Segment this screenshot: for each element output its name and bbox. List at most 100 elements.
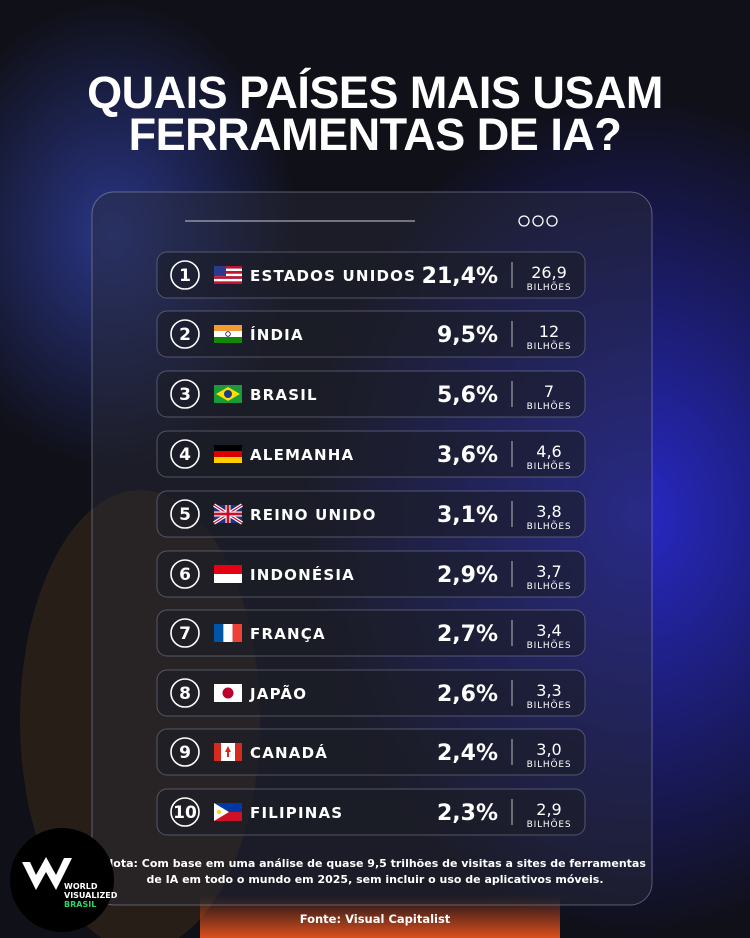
visits-unit: BILHÕES — [527, 639, 572, 651]
flag — [214, 624, 242, 642]
rank: 8 — [179, 684, 191, 704]
rank-badge — [170, 559, 200, 589]
share: 21,4% — [422, 264, 498, 289]
flag-part — [214, 451, 242, 457]
row-card — [156, 788, 586, 836]
rank-badge — [170, 678, 200, 708]
country: ESTADOS UNIDOS — [250, 267, 416, 285]
rank: 1 — [179, 266, 191, 286]
flag-part — [232, 624, 242, 642]
rank: 9 — [179, 743, 191, 763]
visits-unit: BILHÕES — [527, 340, 572, 352]
flag-part — [214, 271, 242, 274]
flag-part — [214, 276, 242, 279]
country: FILIPINAS — [250, 804, 343, 822]
flag-part — [223, 624, 233, 642]
visits: 26,9 — [531, 263, 567, 282]
dot — [546, 215, 558, 227]
logo-mark — [22, 857, 72, 890]
rank: 4 — [179, 445, 191, 465]
flag-part — [222, 687, 234, 699]
flag-part — [225, 746, 231, 757]
visits-unit: BILHÕES — [527, 580, 572, 592]
flag — [214, 385, 242, 403]
share: 2,9% — [437, 563, 498, 588]
visits-unit: BILHÕES — [527, 818, 572, 830]
rank-badge — [170, 379, 200, 409]
visits: 4,6 — [536, 442, 561, 461]
rank-badge — [170, 618, 200, 648]
logo-text: WORLD — [64, 882, 98, 891]
flag-part — [214, 574, 242, 583]
flag-part — [214, 803, 242, 812]
flag — [214, 743, 242, 761]
title-line: FERRAMENTAS DE IA? — [129, 109, 622, 160]
dot — [532, 215, 544, 227]
flag-part — [214, 278, 242, 282]
row-card — [156, 669, 586, 717]
rank: 6 — [179, 565, 191, 585]
panel — [91, 191, 653, 906]
flag-part — [214, 505, 242, 523]
country: BRASIL — [250, 386, 318, 404]
logo-badge — [10, 828, 114, 932]
flag — [214, 266, 242, 284]
flag-part — [224, 390, 232, 398]
country: CANADÁ — [250, 743, 328, 762]
rank: 3 — [179, 385, 191, 405]
row-card — [156, 609, 586, 657]
flag — [214, 445, 242, 463]
country: REINO UNIDO — [250, 506, 377, 524]
flag-part — [214, 281, 242, 284]
rank-badge — [170, 260, 200, 290]
flag-part — [214, 273, 242, 277]
flag — [214, 684, 242, 702]
visits: 2,9 — [536, 800, 561, 819]
row-card — [156, 550, 586, 598]
row-card — [156, 370, 586, 418]
dot — [518, 215, 530, 227]
flag-part — [214, 337, 242, 343]
country: JAPÃO — [249, 684, 307, 703]
share: 2,7% — [437, 622, 498, 647]
flag — [213, 503, 243, 525]
flag-part — [214, 624, 224, 642]
visits-unit: BILHÕES — [527, 699, 572, 711]
share: 5,6% — [437, 383, 498, 408]
flag-part — [214, 812, 242, 821]
flag-part — [214, 331, 242, 337]
background-glow — [200, 895, 560, 938]
flag-part — [214, 803, 229, 821]
country: ÍNDIA — [250, 325, 304, 344]
rank-badge — [170, 797, 200, 827]
row-card — [156, 490, 586, 538]
note-line: Nota: Com base em uma análise de quase 9… — [104, 857, 646, 870]
visits-unit: BILHÕES — [527, 758, 572, 770]
rank: 10 — [173, 803, 197, 823]
note-line: de IA em todo o mundo em 2025, sem inclu… — [147, 873, 604, 886]
flag-part — [214, 565, 242, 574]
share: 2,6% — [437, 682, 498, 707]
visits: 3,8 — [536, 502, 561, 521]
flag-part — [225, 331, 231, 337]
share: 9,5% — [437, 323, 498, 348]
flag-part — [214, 457, 242, 463]
source: Fonte: Visual Capitalist — [300, 912, 451, 926]
logo-text: BRASIL — [64, 900, 96, 909]
flag — [214, 325, 242, 343]
visits: 3,3 — [536, 681, 561, 700]
rank-badge — [170, 439, 200, 469]
visits-unit: BILHÕES — [527, 281, 572, 293]
flag — [214, 565, 242, 583]
rank-badge — [170, 737, 200, 767]
visits: 3,7 — [536, 562, 561, 581]
row-card — [156, 251, 586, 299]
